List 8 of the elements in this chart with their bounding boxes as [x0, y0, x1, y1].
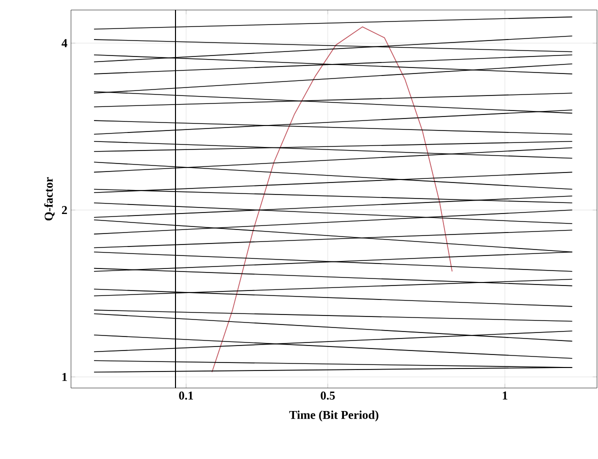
x-tick-label: 0.1	[179, 392, 193, 400]
x-axis-title: Time (Bit Period)	[289, 410, 378, 422]
x-tick-label: 1	[502, 392, 508, 400]
y-tick-label: 1	[62, 372, 67, 381]
x-tick-label: 0.5	[320, 392, 335, 400]
y-tick-label: 4	[62, 39, 68, 48]
y-tick-label: 2	[62, 206, 67, 214]
y-axis-title: Q-factor	[44, 177, 55, 220]
